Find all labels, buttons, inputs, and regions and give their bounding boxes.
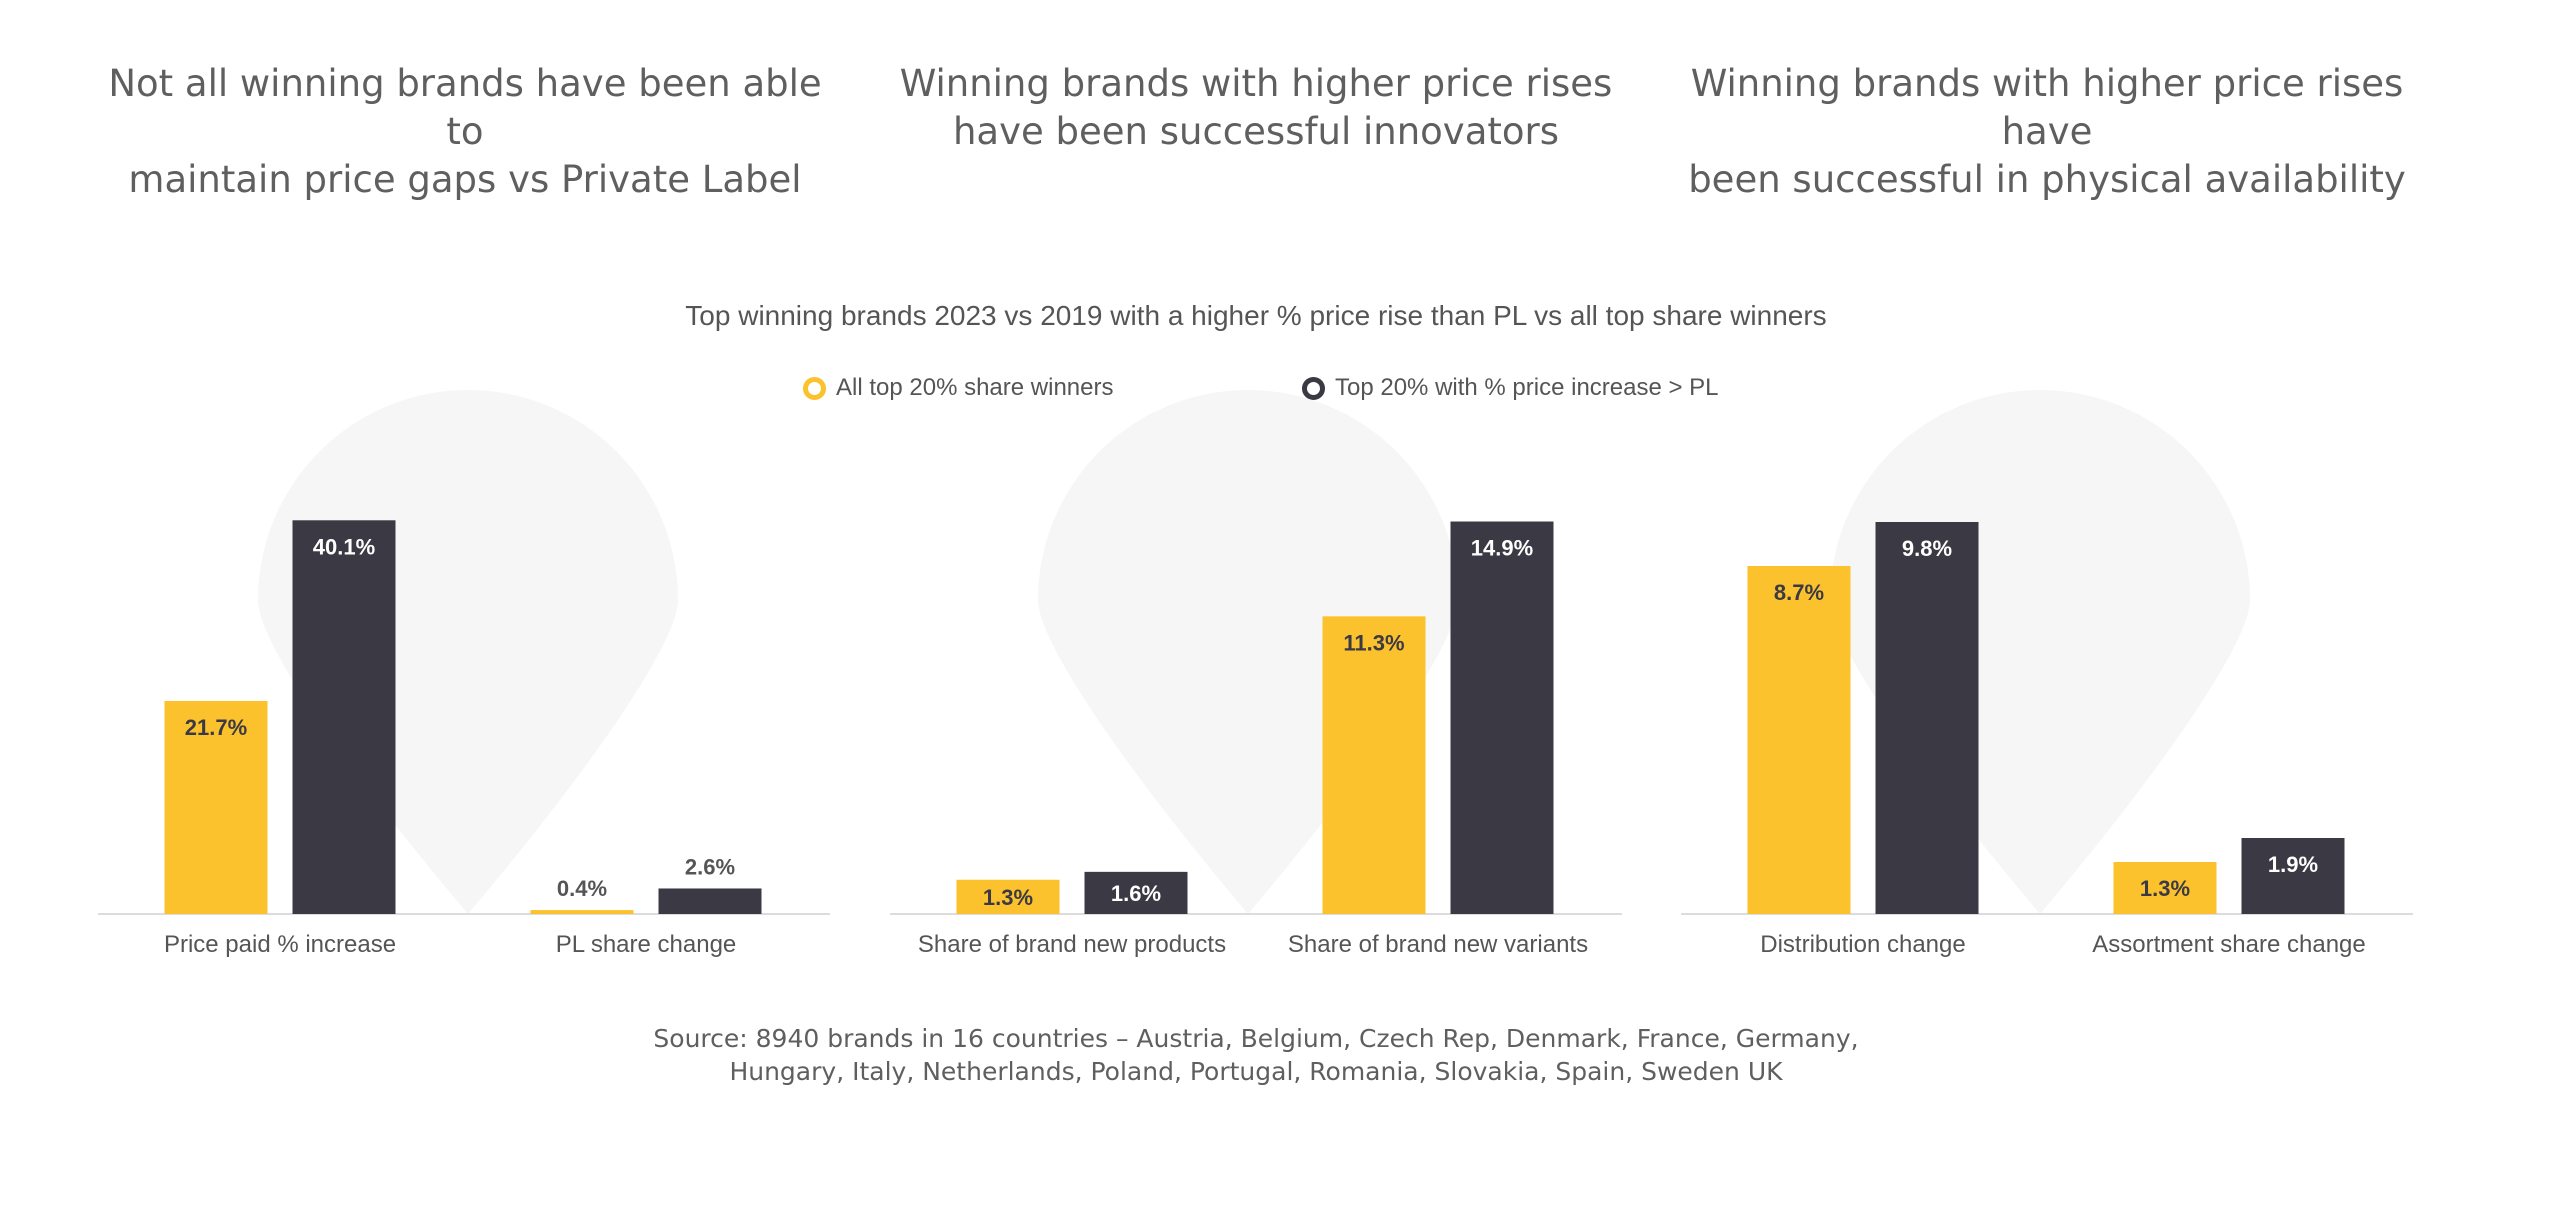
bar-all-winners bbox=[1747, 566, 1851, 914]
watermark-logo-icon bbox=[1830, 390, 2250, 914]
data-label: 1.3% bbox=[2140, 876, 2190, 901]
category-label: Distribution change bbox=[1760, 931, 1965, 958]
data-label: 40.1% bbox=[313, 534, 375, 559]
legend-circle-icon bbox=[803, 376, 826, 400]
bar-all-winners bbox=[2113, 862, 2217, 914]
category-label: Share of brand new products bbox=[918, 931, 1226, 958]
data-label: 1.6% bbox=[1111, 881, 1161, 906]
bar-all-winners bbox=[956, 879, 1060, 914]
panel-1-heading-line-2: maintain price gaps vs Private Label bbox=[128, 158, 802, 201]
panel-2-heading-line-1: Winning brands with higher price rises bbox=[899, 62, 1613, 105]
legend-circle-icon bbox=[1302, 376, 1325, 400]
bar-price-increase-winners bbox=[292, 520, 396, 914]
panel-1-heading-line-1: Not all winning brands have been able to bbox=[108, 62, 822, 153]
bar-all-winners bbox=[1322, 616, 1426, 914]
source-note: Source: 8940 brands in 16 countries – Au… bbox=[0, 1022, 2512, 1088]
bar-price-increase-winners bbox=[1450, 521, 1554, 914]
legend-item-price-increase-winners: Top 20% with % price increase > PL bbox=[1302, 372, 1719, 404]
source-line-2: Hungary, Italy, Netherlands, Poland, Por… bbox=[729, 1057, 1783, 1086]
data-label: 1.3% bbox=[983, 885, 1033, 910]
data-label: 14.9% bbox=[1471, 536, 1533, 561]
data-label: 2.6% bbox=[685, 854, 735, 879]
legend-label: All top 20% share winners bbox=[836, 374, 1114, 401]
source-line-1: Source: 8940 brands in 16 countries – Au… bbox=[653, 1024, 1859, 1053]
legend-item-all-winners: All top 20% share winners bbox=[803, 372, 1113, 404]
data-label: 11.3% bbox=[1343, 630, 1404, 655]
category-label: Assortment share change bbox=[2092, 931, 2365, 958]
data-label: 9.8% bbox=[1902, 536, 1952, 561]
category-label: Share of brand new variants bbox=[1288, 931, 1588, 958]
legend-label: Top 20% with % price increase > PL bbox=[1335, 374, 1719, 401]
bar-price-increase-winners bbox=[1875, 522, 1979, 914]
bar-all-winners bbox=[164, 700, 268, 914]
bar-chart-panels: 21.7% 40.1% Price paid % increase 0.4% 2.6% P… bbox=[98, 390, 2413, 958]
panel-2-heading-line-2: have been successful innovators bbox=[952, 110, 1560, 153]
panel-3-heading-line-1: Winning brands with higher price rises h… bbox=[1690, 62, 2404, 153]
category-label: Price paid % increase bbox=[164, 931, 396, 958]
bar-price-increase-winners bbox=[2241, 838, 2345, 914]
panel-2-heading: Winning brands with higher price rises h… bbox=[876, 60, 1636, 156]
bar-price-increase-winners bbox=[1084, 871, 1188, 914]
data-label: 0.4% bbox=[557, 876, 607, 901]
watermark-logo-icon bbox=[1038, 390, 1458, 914]
chart-title: Top winning brands 2023 vs 2019 with a h… bbox=[685, 300, 1827, 331]
bar-all-winners bbox=[530, 910, 634, 914]
bar-price-increase-winners bbox=[658, 888, 762, 914]
data-label: 8.7% bbox=[1774, 580, 1824, 605]
category-label: PL share change bbox=[556, 931, 737, 958]
panel-1-heading: Not all winning brands have been able to… bbox=[85, 60, 845, 204]
data-label: 1.9% bbox=[2268, 852, 2318, 877]
panel-3-heading: Winning brands with higher price rises h… bbox=[1667, 60, 2427, 204]
data-label: 21.7% bbox=[185, 715, 247, 740]
panel-3-heading-line-2: been successful in physical availability bbox=[1688, 158, 2406, 201]
